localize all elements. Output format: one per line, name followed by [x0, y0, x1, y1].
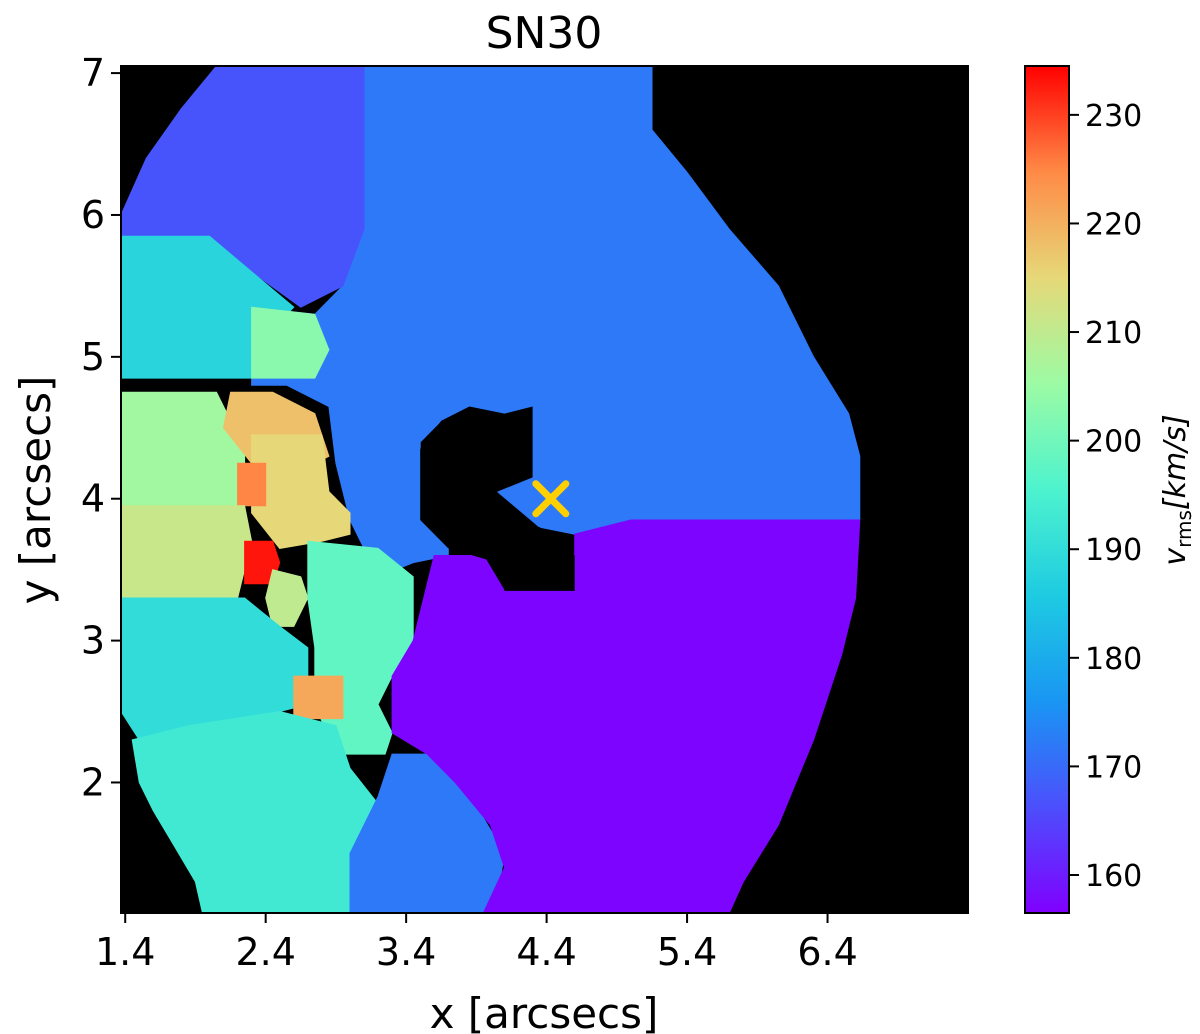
- bin-orange-c: [293, 675, 344, 720]
- y-tick-label: 5: [81, 335, 105, 379]
- plot-frame: [120, 65, 969, 914]
- bin-tan-small: [265, 569, 309, 627]
- x-axis-ticks: 1.4 2.4 3.4 4.4 5.4 6.4: [95, 913, 858, 974]
- x-tick-label: 1.4: [95, 930, 155, 974]
- y-tick-label: 4: [81, 477, 105, 521]
- bin-red-small: [237, 462, 267, 507]
- colorbar-tick-label: 210: [1085, 316, 1142, 351]
- x-tick-label: 6.4: [797, 930, 857, 974]
- colorbar-label-sub: rms: [1172, 510, 1196, 548]
- colorbar-label-unit: [km/s]: [1158, 414, 1193, 510]
- colorbar-gradient: [1024, 65, 1070, 914]
- y-tick-label: 2: [81, 760, 105, 804]
- colorbar-tick-label: 180: [1085, 642, 1142, 677]
- colorbar-tick-label: 160: [1085, 859, 1142, 894]
- y-tick-label: 6: [81, 193, 105, 237]
- y-tick-label: 3: [81, 619, 105, 663]
- x-tick-label: 2.4: [235, 930, 295, 974]
- y-tick-label: 7: [81, 51, 105, 95]
- x-axis-label: x [arcsecs]: [430, 989, 659, 1034]
- colorbar: 160 170 180 190 200 210 220 230 vrms[km/s]: [1024, 65, 1196, 914]
- colorbar-tick-label: 220: [1085, 207, 1142, 242]
- x-tick-label: 4.4: [516, 930, 576, 974]
- bin-green-small: [251, 306, 330, 379]
- y-axis-ticks: 2 3 4 5 6 7: [81, 51, 121, 804]
- x-tick-label: 3.4: [376, 930, 436, 974]
- y-axis-label: y [arcsecs]: [11, 376, 60, 605]
- plot-area: [120, 65, 969, 914]
- bin-left-tan: [121, 505, 253, 599]
- colorbar-tick-label: 200: [1085, 425, 1142, 460]
- x-tick-label: 5.4: [657, 930, 717, 974]
- bin-orange-b: [251, 434, 351, 549]
- colorbar-label: vrms[km/s]: [1158, 414, 1196, 565]
- center-marker: [532, 480, 570, 518]
- colorbar-tick-label: 170: [1085, 750, 1142, 785]
- colorbar-tick-label: 190: [1085, 533, 1142, 568]
- colorbar-tick-label: 230: [1085, 99, 1142, 134]
- chart-title: SN30: [486, 8, 603, 59]
- central-hole: [420, 406, 575, 591]
- colorbar-label-main: v: [1158, 547, 1193, 566]
